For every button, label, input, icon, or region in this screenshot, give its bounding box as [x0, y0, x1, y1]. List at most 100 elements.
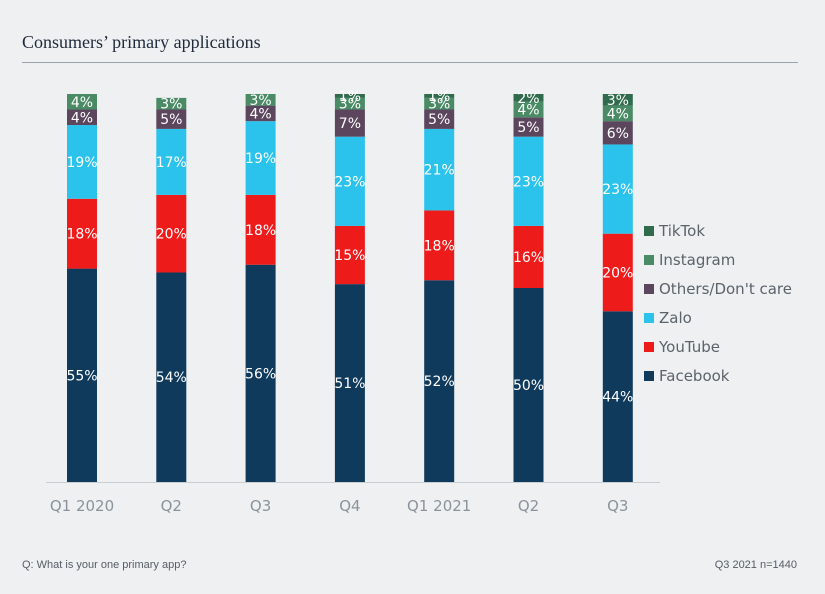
- data-label: 44%: [602, 390, 633, 406]
- bar-segment-instagram: [245, 94, 276, 106]
- bar-segment-facebook: [513, 288, 544, 482]
- bar-segment-tiktok: [334, 94, 365, 98]
- data-label: 4%: [517, 103, 539, 119]
- data-label: 3%: [249, 93, 271, 109]
- data-label: 19%: [245, 151, 276, 167]
- bar-segment-youtube: [156, 194, 187, 273]
- bar-segment-zalo: [424, 128, 455, 211]
- x-tick-label: Q2: [518, 497, 539, 515]
- bar-segment-facebook: [602, 311, 633, 482]
- legend-label: Others/Don't care: [659, 280, 792, 298]
- data-label: 4%: [71, 110, 93, 126]
- data-label: 3%: [339, 97, 361, 113]
- bar-segment-instagram: [67, 94, 97, 110]
- bar-segment-instagram: [513, 101, 544, 118]
- bar-segment-zalo: [156, 128, 187, 195]
- legend-swatch: [644, 226, 654, 236]
- bar-segment-instagram: [334, 97, 365, 110]
- data-label: 23%: [602, 182, 633, 198]
- x-tick-label: Q2: [161, 497, 182, 515]
- data-label: 52%: [424, 374, 455, 390]
- data-label: 21%: [424, 163, 455, 179]
- bar-segment-instagram: [602, 105, 633, 122]
- bar-segment-facebook: [424, 280, 455, 482]
- bar-segment-others-don-t-care: [245, 105, 276, 122]
- bar-segment-zalo: [245, 121, 276, 195]
- bar-segment-youtube: [334, 225, 365, 285]
- data-label: 3%: [160, 97, 182, 113]
- legend-label: YouTube: [658, 338, 720, 356]
- data-label: 18%: [424, 238, 455, 254]
- data-label: 55%: [66, 368, 97, 384]
- bar-segment-instagram: [424, 97, 455, 110]
- bar-segment-youtube: [602, 233, 633, 312]
- data-label: 20%: [156, 227, 187, 243]
- data-label: 16%: [513, 250, 544, 266]
- legend-label: TikTok: [658, 222, 705, 240]
- sample-size-note: Q3 2021 n=1440: [714, 559, 797, 571]
- bar-segment-tiktok: [424, 94, 455, 98]
- bar-segment-youtube: [513, 225, 544, 288]
- data-label: 19%: [66, 155, 97, 171]
- data-label: 18%: [245, 223, 276, 239]
- bar-segment-youtube: [424, 210, 455, 281]
- data-label: 50%: [513, 378, 544, 394]
- data-label: 2%: [517, 91, 539, 107]
- bar-segment-facebook: [334, 284, 365, 482]
- x-tick-label: Q1 2021: [407, 497, 471, 515]
- data-label: 17%: [156, 155, 187, 171]
- bar-segment-zalo: [67, 125, 97, 199]
- data-label: 56%: [245, 366, 276, 382]
- data-label: 5%: [428, 112, 450, 128]
- data-label: 20%: [602, 265, 633, 281]
- legend-swatch: [644, 255, 654, 265]
- bar-segment-zalo: [602, 144, 633, 234]
- legend-swatch: [644, 342, 654, 352]
- data-label: 23%: [334, 174, 365, 190]
- legend-label: Instagram: [659, 251, 735, 269]
- bar-segment-others-don-t-care: [602, 121, 633, 145]
- bar-segment-youtube: [245, 194, 276, 265]
- bar-segment-facebook: [156, 272, 187, 482]
- data-label: 1%: [339, 89, 361, 105]
- legend-label: Facebook: [659, 367, 730, 385]
- data-label: 51%: [334, 376, 365, 392]
- data-label: 5%: [517, 120, 539, 136]
- bar-segment-zalo: [513, 136, 544, 226]
- bar-segment-tiktok: [602, 94, 633, 106]
- x-tick-label: Q4: [339, 497, 360, 515]
- legend-swatch: [644, 284, 654, 294]
- bar-segment-facebook: [67, 268, 97, 482]
- data-label: 1%: [428, 89, 450, 105]
- bar-segment-others-don-t-care: [67, 109, 97, 126]
- data-label: 4%: [71, 95, 93, 111]
- bar-segment-others-don-t-care: [513, 117, 544, 137]
- data-label: 4%: [607, 106, 629, 122]
- x-tick-label: Q3: [607, 497, 628, 515]
- data-label: 5%: [160, 112, 182, 128]
- x-tick-label: Q3: [250, 497, 271, 515]
- data-label: 7%: [339, 116, 361, 132]
- data-label: 23%: [513, 174, 544, 190]
- bar-segment-instagram: [156, 97, 187, 110]
- legend-swatch: [644, 371, 654, 381]
- title-divider: [22, 62, 798, 63]
- x-tick-label: Q1 2020: [50, 497, 114, 515]
- bar-segment-zalo: [334, 136, 365, 226]
- data-label: 6%: [607, 126, 629, 142]
- data-label: 4%: [249, 106, 271, 122]
- bar-segment-facebook: [245, 264, 276, 482]
- bar-segment-youtube: [67, 198, 97, 269]
- legend-swatch: [644, 313, 654, 323]
- bar-segment-others-don-t-care: [424, 109, 455, 129]
- data-label: 18%: [66, 227, 97, 243]
- legend-label: Zalo: [659, 309, 692, 327]
- bar-segment-tiktok: [513, 94, 544, 102]
- data-label: 15%: [334, 248, 365, 264]
- data-label: 3%: [428, 97, 450, 113]
- bar-segment-others-don-t-care: [334, 109, 365, 137]
- bar-segment-others-don-t-care: [156, 109, 187, 129]
- data-label: 3%: [607, 93, 629, 109]
- survey-question-note: Q: What is your one primary app?: [22, 559, 187, 571]
